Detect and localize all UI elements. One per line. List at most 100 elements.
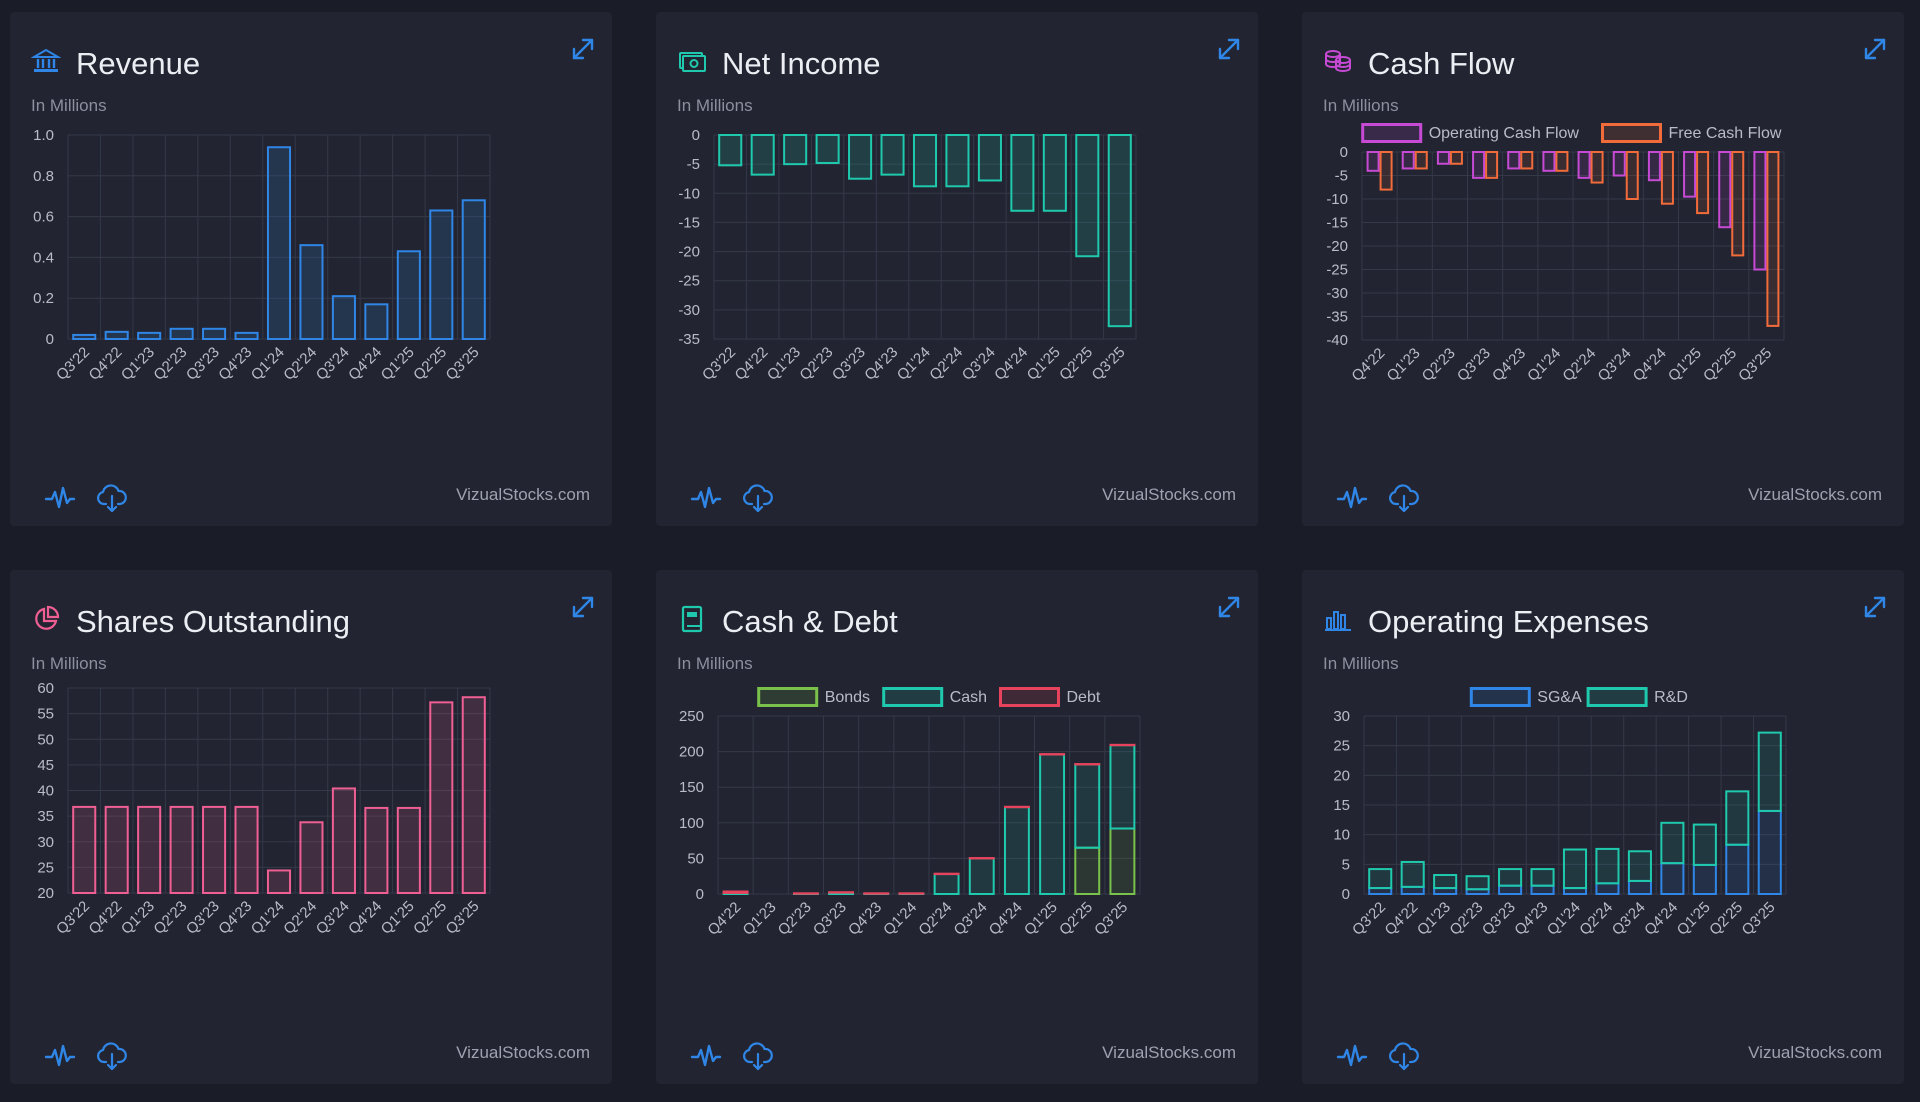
expand-icon[interactable] [1214, 592, 1244, 622]
x-tick-label: Q2'24 [1559, 345, 1599, 385]
bar-free-cash-flow [1414, 151, 1428, 170]
bar [72, 805, 97, 894]
pulse-icon[interactable] [690, 482, 722, 514]
pulse-icon[interactable] [1336, 1040, 1368, 1072]
bar [396, 806, 421, 894]
bar-free-cash-flow [1379, 151, 1393, 191]
legend-label: Bonds [825, 689, 870, 706]
expand-icon[interactable] [1860, 592, 1890, 622]
y-tick-label: 40 [37, 783, 54, 800]
y-tick-label: -25 [678, 273, 700, 290]
bar-free-cash-flow [1660, 151, 1674, 205]
bar-free-cash-flow [1520, 151, 1534, 170]
y-tick-label: 15 [1333, 797, 1350, 814]
bar-operating-cash-flow [1612, 151, 1626, 177]
y-tick-label: -30 [1326, 285, 1348, 302]
cloud-download-icon[interactable] [1388, 1040, 1420, 1072]
y-tick-label: 0.2 [33, 290, 54, 307]
x-tick-label: Q1'24 [880, 899, 920, 939]
bar-cash [968, 857, 995, 895]
pulse-icon[interactable] [44, 1040, 76, 1072]
bar-operating-cash-flow [1507, 151, 1521, 170]
bar [169, 327, 194, 341]
x-tick-label: Q4'23 [1489, 345, 1529, 385]
legend-swatch [999, 687, 1060, 707]
expand-icon[interactable] [1214, 34, 1244, 64]
bar [912, 134, 938, 188]
y-tick-label: 0.6 [33, 209, 54, 226]
card-cash-flow: Cash Flow In Millions 0 -5 -10 -15 -20 -25 -30… [1302, 12, 1904, 526]
bar [880, 134, 905, 176]
legend-label: R&D [1654, 689, 1688, 706]
x-tick-label: Q1'24 [894, 344, 934, 384]
y-tick-label: -15 [678, 214, 700, 231]
bar-r-d [1530, 868, 1555, 887]
card-footer-actions [690, 482, 774, 514]
x-tick-label: Q4'22 [86, 898, 126, 938]
brand-label: VizualStocks.com [1102, 1043, 1236, 1062]
x-tick-label: Q1'25 [1024, 344, 1064, 384]
x-tick-label: Q2'23 [150, 344, 190, 384]
y-tick-label: 0 [1342, 886, 1350, 903]
legend-label: SG&A [1537, 689, 1582, 706]
x-tick-label: Q1'23 [118, 344, 158, 384]
bar-r-d [1595, 847, 1620, 885]
expand-icon[interactable] [568, 592, 598, 622]
bar [815, 134, 840, 164]
y-tick-label: 200 [679, 744, 704, 761]
bar [169, 805, 194, 894]
x-tick-label: Q3'25 [1089, 344, 1129, 384]
card-title: Cash Flow [1368, 46, 1515, 81]
bar-sg-a [1725, 843, 1750, 895]
card-operating-expenses: Operating Expenses In Millions 0 5 10 15 20 2… [1302, 570, 1904, 1084]
y-tick-label: 0.4 [33, 249, 54, 266]
legend-item-operating-cash-flow: Operating Cash Flow [1361, 123, 1579, 143]
card-revenue: Revenue In Millions 0 0.2 0.4 0.6 0.8 1.0 Q3'2… [10, 12, 612, 526]
y-tick-label: 20 [1333, 767, 1350, 784]
card-net-income: Net Income In Millions 0 -5 -10 -15 -20 -25 -3… [656, 12, 1258, 526]
x-tick-label: Q1'24 [1524, 345, 1564, 385]
bar-operating-cash-flow [1683, 151, 1697, 198]
bar-free-cash-flow [1731, 151, 1745, 257]
card-cash-debt: Cash & Debt In Millions 0 50 100 150 200 250 Q… [656, 570, 1258, 1084]
card-subtitle: In Millions [677, 654, 753, 673]
pulse-icon[interactable] [690, 1040, 722, 1072]
y-tick-label: 45 [37, 757, 54, 774]
pulse-icon[interactable] [44, 482, 76, 514]
bar-operating-cash-flow [1647, 151, 1661, 182]
card-footer-actions [690, 1040, 774, 1072]
legend-item-debt: Debt [999, 687, 1101, 707]
card-subtitle: In Millions [1323, 96, 1399, 115]
cloud-download-icon[interactable] [742, 1040, 774, 1072]
y-tick-label: 0 [692, 127, 700, 144]
x-tick-label: Q3'23 [183, 344, 223, 384]
pie-chart-icon [31, 604, 61, 634]
bar-free-cash-flow [1555, 151, 1569, 172]
expand-icon[interactable] [568, 34, 598, 64]
money-icon [677, 46, 707, 76]
legend-item-r-d: R&D [1586, 687, 1688, 707]
legend-item-bonds: Bonds [757, 687, 870, 707]
x-tick-label: Q2'23 [775, 899, 815, 939]
cloud-download-icon[interactable] [96, 1040, 128, 1072]
bar [266, 869, 292, 894]
bar [234, 331, 259, 341]
bar [429, 701, 454, 894]
y-tick-label: -40 [1326, 332, 1348, 349]
pulse-icon[interactable] [1336, 482, 1368, 514]
y-tick-label: 30 [37, 834, 54, 851]
card-subtitle: In Millions [31, 96, 107, 115]
legend-swatch [757, 687, 819, 707]
x-tick-label: Q2'23 [796, 344, 836, 384]
bar-sg-a [1660, 862, 1685, 895]
x-tick-label: Q2'25 [1700, 345, 1740, 385]
legend-swatch [1586, 687, 1648, 707]
net-income-chart: 0-5-10-15-20-25-30-35Q3'22Q4'22Q1'23Q2'2… [678, 127, 1137, 384]
cloud-download-icon[interactable] [742, 482, 774, 514]
expand-icon[interactable] [1860, 34, 1890, 64]
x-tick-label: Q3'25 [1735, 345, 1775, 385]
y-tick-label: 0.8 [33, 168, 54, 185]
cloud-download-icon[interactable] [1388, 482, 1420, 514]
y-tick-label: 250 [679, 708, 704, 725]
cloud-download-icon[interactable] [96, 482, 128, 514]
